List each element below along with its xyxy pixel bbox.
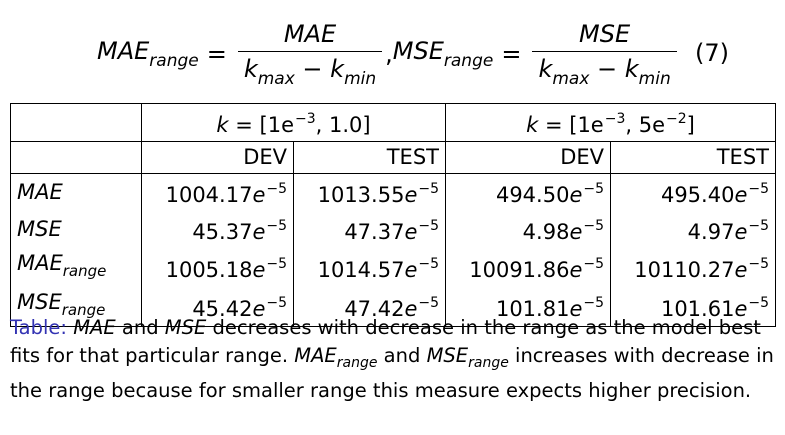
group-header-1: k = [1e−3, 1.0] [141, 103, 446, 142]
table-row: MSE 45.37e−5 47.37e−5 4.98e−5 4.97e−5 [10, 211, 776, 248]
caption-text: MSE [164, 316, 207, 339]
table-cell: 10091.86e−5 [445, 248, 611, 287]
eq-numerator-2: MSE [579, 19, 631, 48]
row-label: MAErange [10, 248, 142, 287]
subheader-test-1: TEST [293, 141, 446, 174]
eq-numerator-1: MAE [283, 19, 337, 48]
table-cell: 494.50e−5 [445, 173, 611, 211]
caption-text: and [377, 344, 427, 367]
equation-number: (7) [695, 39, 729, 67]
table-cell: 1014.57e−5 [293, 248, 446, 287]
group-header-2: k = [1e−3, 5e−2] [445, 103, 776, 142]
eq-equals-2: = [501, 40, 522, 68]
eq-lhs1: MAErange [97, 37, 199, 71]
table-row: MSErange 45.42e−5 47.42e−5 101.81e−5 101… [10, 287, 776, 327]
eq-lhs2: MSErange [392, 37, 494, 71]
results-table: k = [1e−3, 1.0] k = [1e−3, 5e−2] DEV TES… [10, 103, 776, 327]
table-cell: 1005.18e−5 [141, 248, 294, 287]
row-label: MAE [10, 173, 142, 211]
table-cell: 47.42e−5 [293, 287, 446, 327]
table-corner-cell [10, 103, 142, 142]
table-cell: 4.97e−5 [610, 211, 776, 248]
equation-block: MAErange = MAE kmax − kmin , MSErange = … [0, 14, 785, 94]
table-cell: 10110.27e−5 [610, 248, 776, 287]
subheader-dev-1: DEV [141, 141, 294, 174]
table-row: MAE 1004.17e−5 1013.55e−5 494.50e−5 495.… [10, 173, 776, 211]
subheader-dev-2: DEV [445, 141, 611, 174]
subheader-empty-cell [10, 141, 142, 174]
caption-text: and [115, 316, 165, 339]
table-cell: 1004.17e−5 [141, 173, 294, 211]
table-cell: 47.37e−5 [293, 211, 446, 248]
table-cell: 45.37e−5 [141, 211, 294, 248]
table-cell: 4.98e−5 [445, 211, 611, 248]
eq-denominator-1: kmax − kmin [237, 50, 383, 89]
subheader-test-2: TEST [610, 141, 776, 174]
caption-text: MAErange [294, 344, 378, 371]
table-cell: 1013.55e−5 [293, 173, 446, 211]
row-label: MSE [10, 211, 142, 248]
table-row: MAErange 1005.18e−5 1014.57e−5 10091.86e… [10, 248, 776, 287]
row-label: MSErange [10, 287, 142, 327]
table-cell: 101.81e−5 [445, 287, 611, 327]
caption-label: Table: [10, 316, 67, 339]
table-cell: 495.40e−5 [610, 173, 776, 211]
table-cell: 101.61e−5 [610, 287, 776, 327]
eq-fraction-2: MSE kmax − kmin [532, 19, 677, 89]
caption-text: increases with decrease in the range bec… [10, 344, 774, 402]
caption-text: MAE [73, 316, 116, 339]
eq-comma: , [385, 40, 393, 68]
caption-text: MSErange [426, 344, 509, 371]
table-group-header-row: k = [1e−3, 1.0] k = [1e−3, 5e−2] [10, 103, 776, 142]
eq-denominator-2: kmax − kmin [532, 50, 677, 89]
equation: MAErange = MAE kmax − kmin , MSErange = … [97, 14, 680, 94]
table-cell: 45.42e−5 [141, 287, 294, 327]
eq-fraction-1: MAE kmax − kmin [237, 19, 383, 89]
table-caption: Table: MAE and MSE decreases with decrea… [10, 314, 780, 405]
table-subheader-row: DEV TEST DEV TEST [10, 141, 776, 174]
eq-equals-1: = [206, 40, 227, 68]
caption-text: decreases with decrease in the range as … [10, 316, 761, 367]
